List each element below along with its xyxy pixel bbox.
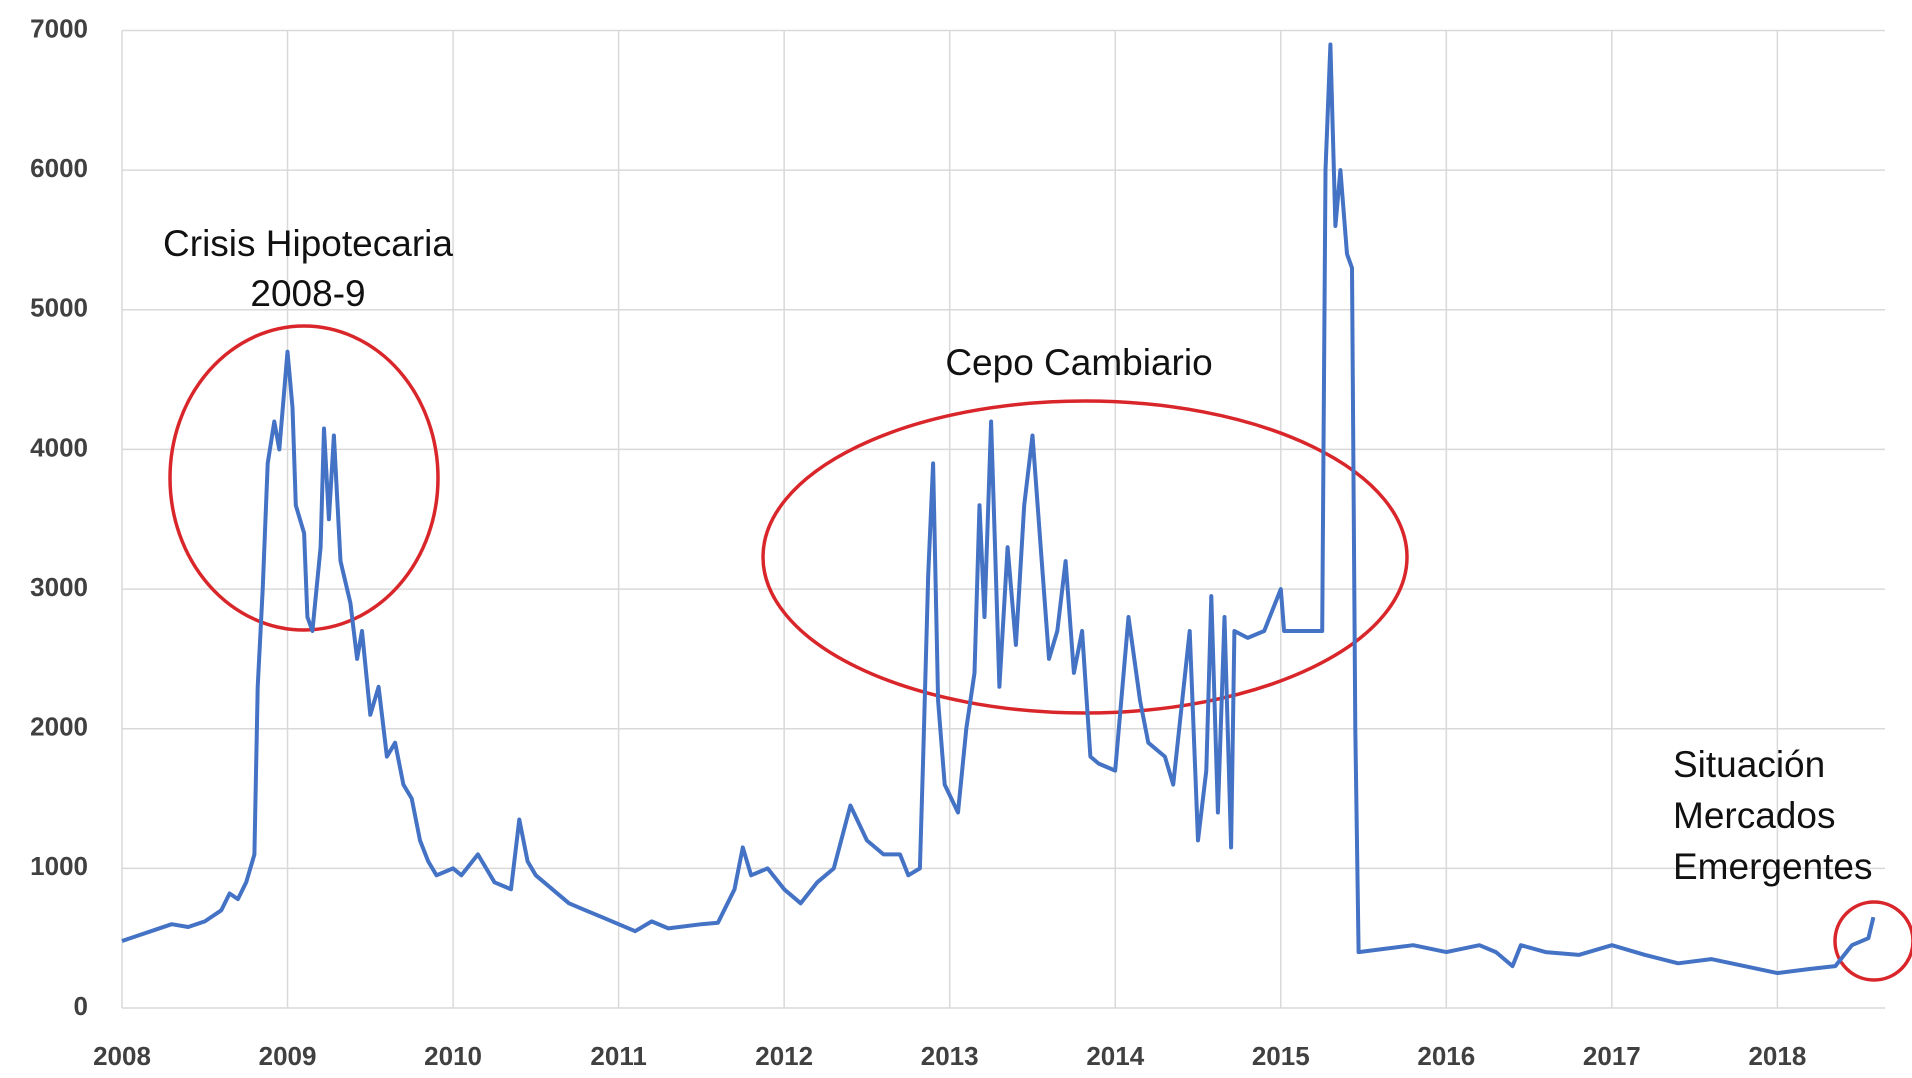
x-tick-label: 2014 xyxy=(1086,1041,1144,1071)
x-tick-label: 2017 xyxy=(1583,1041,1641,1071)
annotation: Cepo Cambiario xyxy=(945,342,1212,383)
annotation: Crisis Hipotecaria xyxy=(163,223,453,264)
y-tick-label: 5000 xyxy=(30,293,88,323)
x-tick-label: 2008 xyxy=(93,1041,151,1071)
y-tick-label: 0 xyxy=(74,991,88,1021)
x-tick-label: 2013 xyxy=(921,1041,979,1071)
y-tick-label: 3000 xyxy=(30,572,88,602)
data-line xyxy=(121,42,1876,976)
x-tick-label: 2016 xyxy=(1417,1041,1475,1071)
x-tick-label: 2010 xyxy=(424,1041,482,1071)
y-tick-label: 1000 xyxy=(30,851,88,881)
x-tick-label: 2011 xyxy=(590,1041,646,1071)
y-tick-label: 4000 xyxy=(30,432,88,462)
y-tick-label: 6000 xyxy=(30,153,88,183)
x-tick-label: 2012 xyxy=(755,1041,813,1071)
y-tick-label: 7000 xyxy=(30,13,88,43)
x-tick-label: 2018 xyxy=(1748,1041,1806,1071)
annotation: 2008-9 xyxy=(250,273,365,314)
highlight-ellipse xyxy=(1833,900,1912,982)
annotation: Situación xyxy=(1673,744,1825,785)
annotation: Emergentes xyxy=(1673,846,1873,887)
x-tick-label: 2015 xyxy=(1252,1041,1310,1071)
x-tick-label: 2009 xyxy=(259,1041,317,1071)
highlight-ellipse xyxy=(168,324,440,632)
annotation: Mercados xyxy=(1673,795,1835,836)
highlight-ellipse xyxy=(761,399,1409,715)
y-tick-label: 2000 xyxy=(30,712,88,742)
